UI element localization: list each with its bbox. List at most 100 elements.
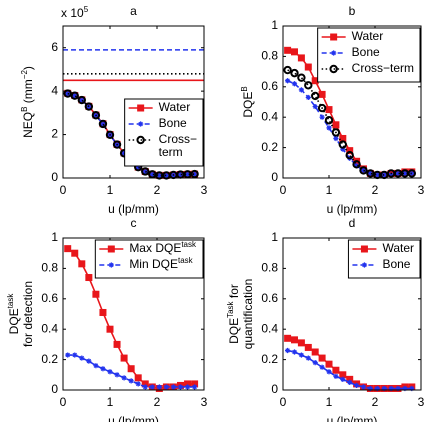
marker-circle — [77, 95, 87, 105]
y-tick-label: 0.6 — [261, 291, 278, 305]
marker-star — [100, 366, 106, 372]
y-multiplier-part: x 10 — [61, 6, 84, 20]
y-tick-label: 0.8 — [261, 261, 278, 275]
y-tick-label: 0 — [271, 382, 278, 396]
x-tick-label: 3 — [201, 395, 208, 409]
x-tick-label: 0 — [60, 183, 67, 197]
marker-star — [72, 352, 78, 358]
marker-star — [298, 352, 304, 358]
x-tick-label: 2 — [154, 183, 161, 197]
panel: 0 1 2 3 0 0.2 0.4 0.6 0.8 1 c u (lp/mm) DQEtask​for … — [6, 216, 208, 422]
marker-star — [312, 360, 318, 366]
panel: 0 1 2 3 0 0.2 0.4 0.6 0.8 1 b u (lp/mm) DQEB​ Water Bo… — [240, 4, 425, 216]
marker-star — [65, 352, 71, 358]
marker-star — [142, 169, 148, 175]
marker-square — [291, 48, 298, 56]
marker-star — [319, 114, 325, 120]
marker-square — [99, 308, 107, 316]
marker-circle — [317, 103, 327, 113]
x-tick-label: 3 — [418, 395, 425, 409]
marker-star — [388, 172, 394, 178]
marker-circle — [63, 89, 72, 98]
marker-star — [86, 358, 92, 364]
legend-label-part: Min DQE — [129, 257, 178, 271]
legend-marker — [137, 104, 145, 112]
y-tick-label: 1 — [271, 18, 278, 32]
panel-title: c — [131, 216, 137, 230]
marker-star — [100, 121, 106, 127]
x-tick-label: 2 — [372, 395, 379, 409]
marker-star — [291, 349, 298, 355]
legend-marker — [108, 262, 114, 268]
marker-square — [304, 343, 312, 351]
y-tick-label: 0 — [51, 170, 58, 184]
y-axis-label-part: B — [20, 107, 29, 112]
marker-square — [127, 365, 135, 373]
y-tick-label: 0.6 — [261, 79, 278, 93]
legend-label-part: Cross− — [159, 132, 197, 146]
x-tick-label: 2 — [154, 395, 161, 409]
marker-star — [142, 384, 148, 390]
marker-star — [163, 173, 169, 179]
marker-square — [325, 106, 333, 114]
y-axis-label-part: for — [227, 284, 241, 301]
y-axis-label-part: DQE — [7, 308, 21, 334]
marker-star — [93, 363, 99, 369]
marker-square — [332, 366, 340, 374]
marker-star — [79, 355, 85, 361]
y-axis-label: DQEB​ — [240, 86, 256, 117]
legend-box — [347, 239, 421, 279]
marker-circle — [70, 91, 79, 100]
marker-star — [333, 373, 339, 379]
y-axis-label-part: B — [240, 86, 249, 91]
marker-star — [128, 378, 134, 384]
x-tick-label: 1 — [326, 183, 333, 197]
y-tick-label: 1 — [271, 230, 278, 244]
marker-circle — [91, 111, 101, 120]
y-tick-label: 0.6 — [41, 291, 58, 305]
marker-star — [305, 94, 311, 101]
marker-star — [121, 150, 127, 157]
legend-label: Min DQEtask​ — [129, 256, 193, 272]
marker-star — [409, 385, 415, 392]
marker-circle — [290, 68, 299, 78]
legend-label: Cross−term — [352, 61, 414, 75]
y-multiplier: x 105​ — [61, 5, 89, 21]
legend: Water Bone Cross−term — [124, 98, 204, 167]
marker-star — [333, 135, 339, 142]
y-axis-label-group: DQEB​ — [240, 86, 256, 117]
marker-star — [135, 164, 141, 170]
y-axis-label-part: NEQ — [21, 112, 35, 138]
panel-title: d — [349, 216, 356, 230]
marker-circle — [352, 160, 361, 169]
marker-star — [402, 170, 408, 177]
legend: Water Bone Cross−term — [317, 27, 421, 83]
marker-star — [360, 384, 367, 390]
plot-frame — [62, 25, 205, 179]
marker-square — [304, 63, 312, 71]
y-tick-label: 0 — [51, 382, 58, 396]
y-tick-label: 2 — [51, 127, 58, 141]
marker-star — [326, 369, 332, 375]
x-axis-label: u (lp/mm) — [327, 414, 378, 422]
y-multiplier-part: 5 — [84, 5, 89, 14]
marker-square — [64, 245, 72, 253]
marker-circle — [112, 140, 122, 149]
y-tick-label: 6 — [51, 40, 58, 54]
y-axis-label-part: for detection — [21, 281, 35, 347]
marker-star — [107, 369, 113, 375]
x-tick-label: 3 — [418, 183, 425, 197]
marker-star — [177, 172, 184, 178]
y-tick-label: 0.8 — [41, 261, 58, 275]
y-tick-label: 1 — [51, 230, 58, 244]
x-tick-label: 1 — [107, 183, 114, 197]
legend-marker — [360, 245, 368, 253]
marker-square — [325, 360, 333, 368]
legend-label-part: task — [178, 256, 194, 265]
legend-label: Bone — [352, 45, 380, 59]
marker-star — [340, 376, 346, 382]
y-axis-label: quantification — [241, 279, 255, 350]
marker-circle — [304, 81, 313, 90]
marker-circle — [331, 128, 341, 137]
